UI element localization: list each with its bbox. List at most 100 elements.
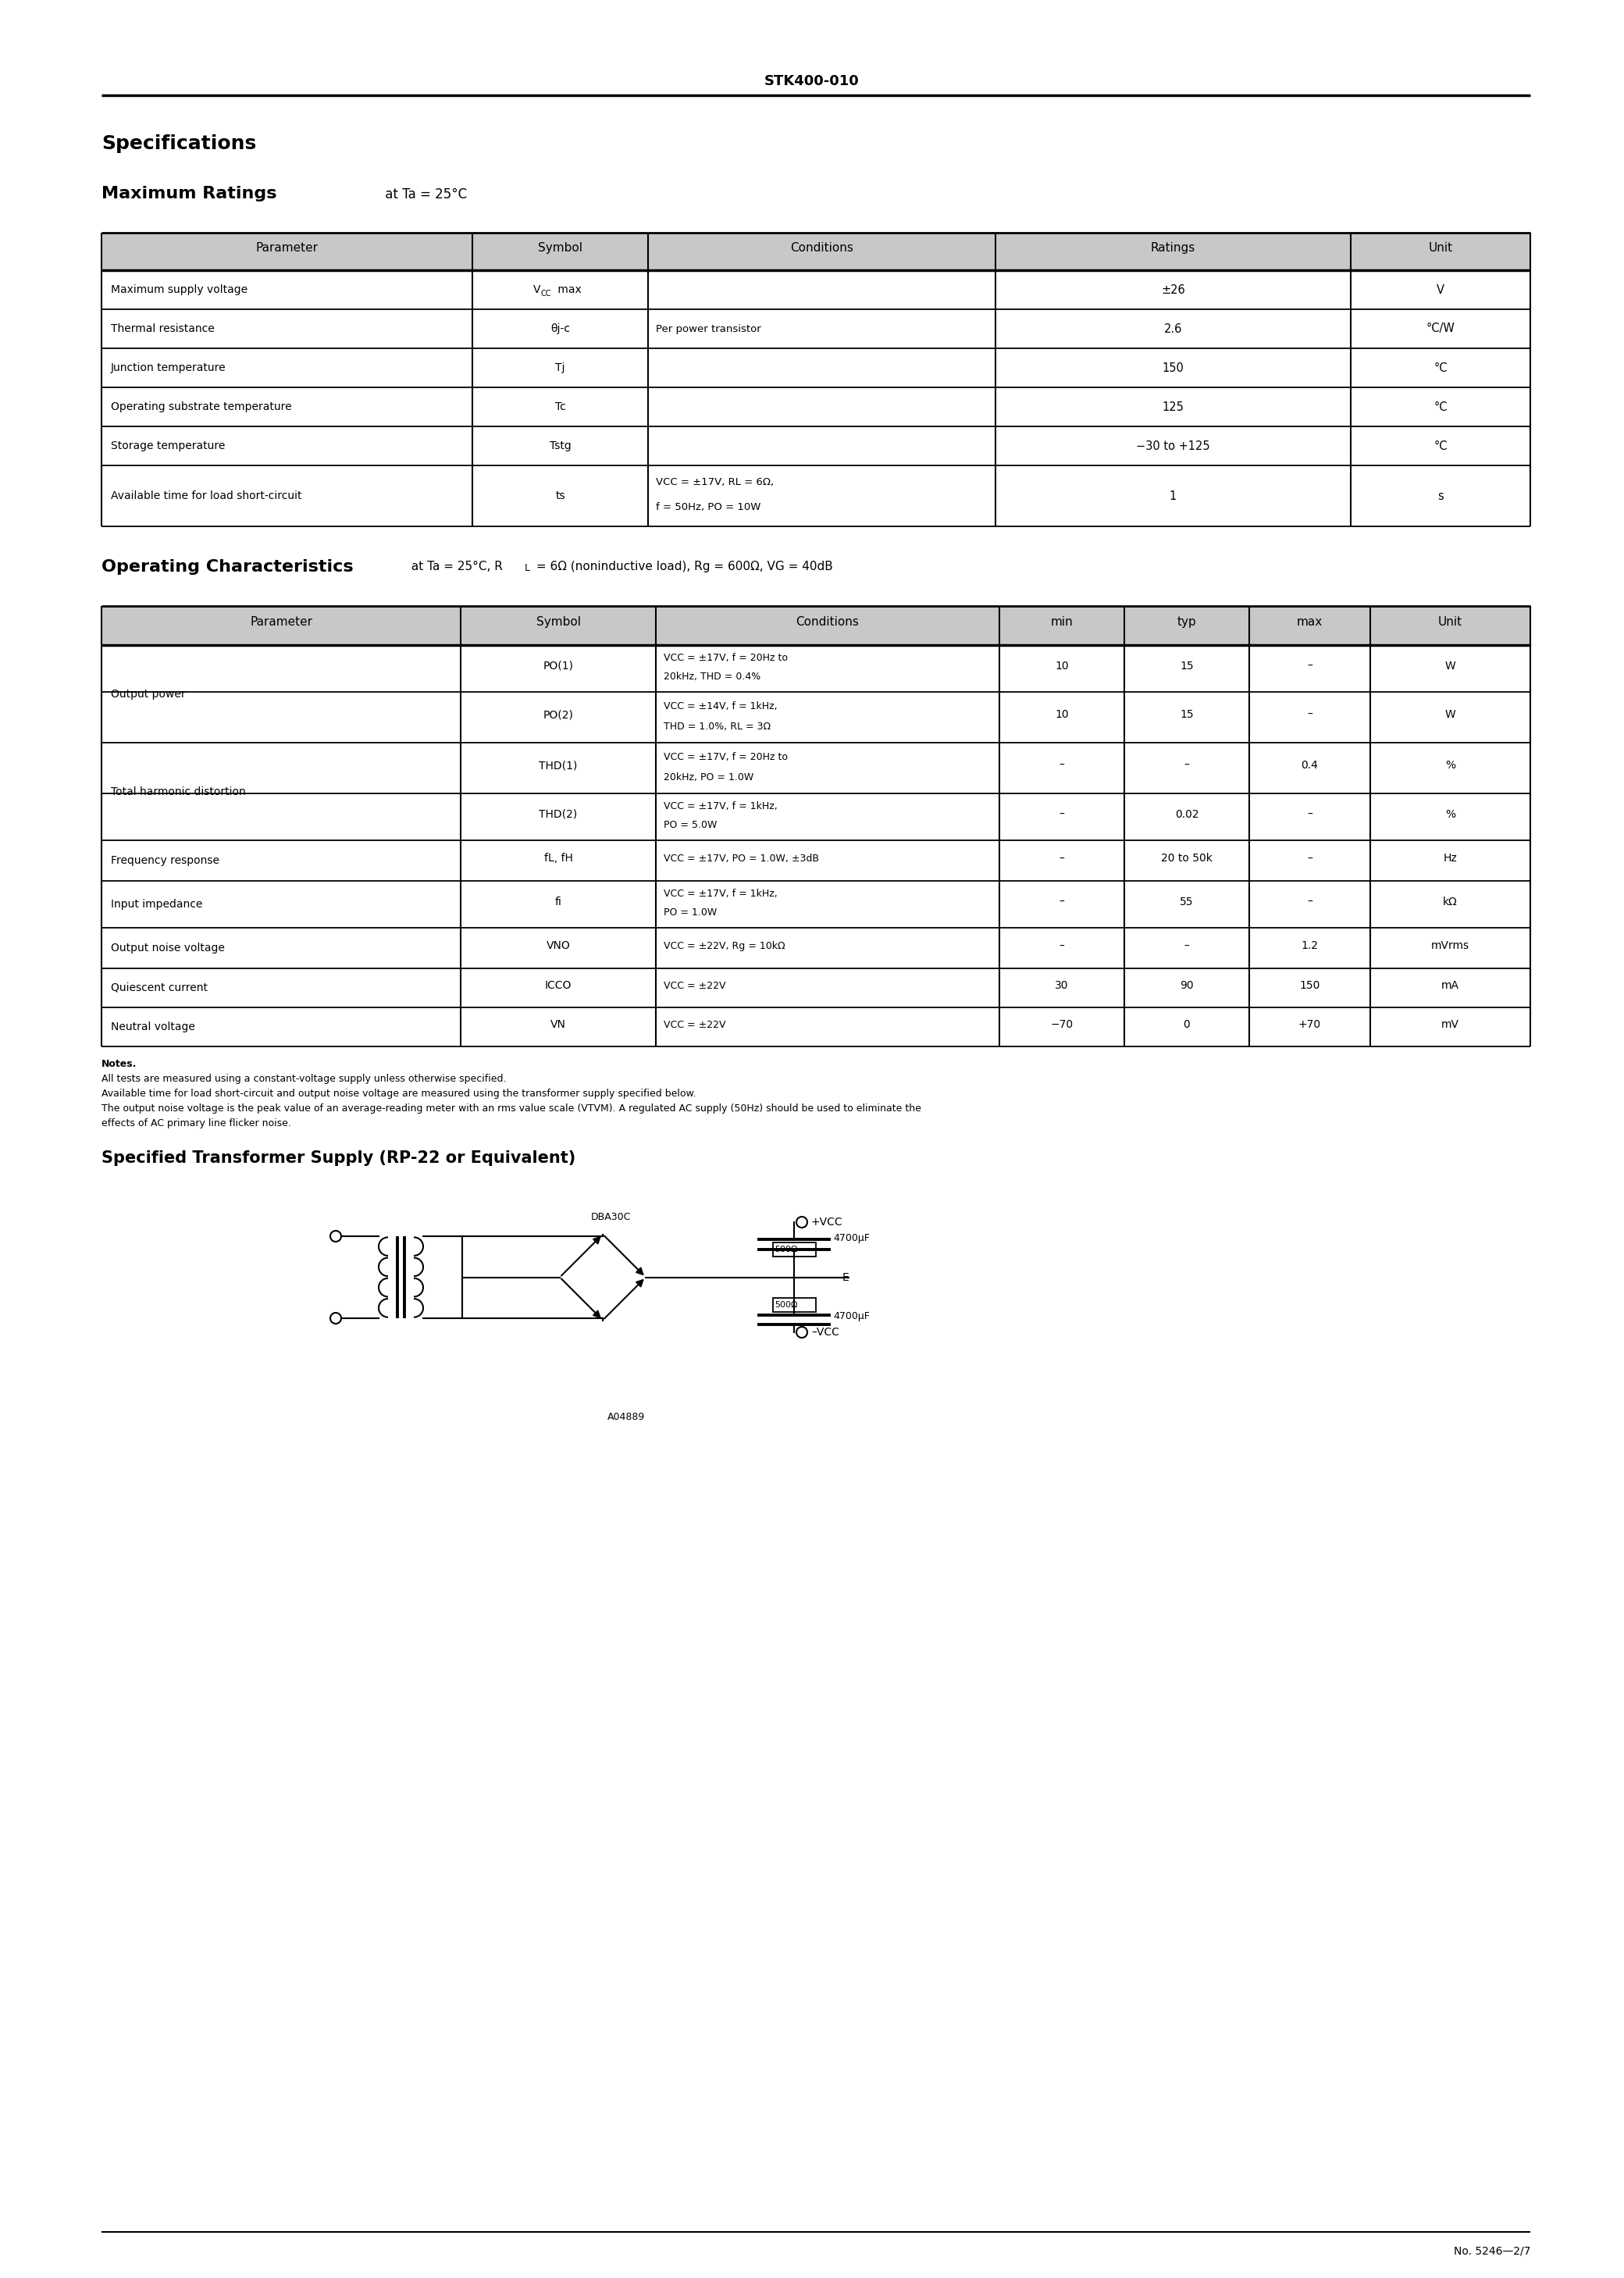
Text: −30 to +125: −30 to +125 bbox=[1137, 440, 1210, 451]
Text: °C/W: °C/W bbox=[1426, 323, 1455, 335]
Text: at Ta = 25°C: at Ta = 25°C bbox=[382, 187, 468, 200]
Bar bbox=[773, 1244, 815, 1257]
Text: ts: ts bbox=[555, 490, 565, 501]
Text: DBA30C: DBA30C bbox=[591, 1212, 632, 1223]
Text: fL, fH: fL, fH bbox=[544, 852, 573, 863]
Text: Neutral voltage: Neutral voltage bbox=[110, 1021, 195, 1032]
Text: Hz: Hz bbox=[1444, 852, 1457, 863]
Text: 4700μF: 4700μF bbox=[833, 1312, 870, 1321]
Text: –: – bbox=[1059, 761, 1064, 770]
Text: PO = 5.0W: PO = 5.0W bbox=[664, 820, 718, 831]
Text: –: – bbox=[1184, 761, 1189, 770]
Text: –: – bbox=[1059, 852, 1064, 863]
Text: mA: mA bbox=[1442, 980, 1460, 991]
Text: 125: 125 bbox=[1163, 401, 1184, 412]
Text: typ: typ bbox=[1177, 615, 1197, 629]
Text: VCC = ±17V, f = 20Hz to: VCC = ±17V, f = 20Hz to bbox=[664, 752, 788, 761]
Text: PO(1): PO(1) bbox=[542, 661, 573, 672]
Text: 20 to 50k: 20 to 50k bbox=[1161, 852, 1213, 863]
Text: 1: 1 bbox=[1169, 490, 1177, 501]
Text: Storage temperature: Storage temperature bbox=[110, 440, 226, 451]
Text: CC: CC bbox=[541, 289, 551, 298]
Text: 10: 10 bbox=[1056, 708, 1069, 720]
Text: Tj: Tj bbox=[555, 362, 565, 374]
Text: Frequency response: Frequency response bbox=[110, 854, 219, 866]
Text: W: W bbox=[1445, 708, 1455, 720]
Text: at Ta = 25°C, R: at Ta = 25°C, R bbox=[408, 560, 503, 572]
Text: VCC = ±17V, f = 20Hz to: VCC = ±17V, f = 20Hz to bbox=[664, 654, 788, 663]
Text: VNO: VNO bbox=[546, 941, 570, 952]
Text: Output noise voltage: Output noise voltage bbox=[110, 943, 224, 954]
Text: Ratings: Ratings bbox=[1151, 241, 1195, 253]
Bar bbox=[773, 1298, 815, 1312]
Text: VCC = ±17V, f = 1kHz,: VCC = ±17V, f = 1kHz, bbox=[664, 802, 778, 811]
Text: 150: 150 bbox=[1299, 980, 1320, 991]
Bar bbox=[773, 1298, 815, 1312]
Text: 0.4: 0.4 bbox=[1301, 761, 1319, 770]
Text: Symbol: Symbol bbox=[536, 615, 580, 629]
Text: Unit: Unit bbox=[1439, 615, 1463, 629]
Text: Per power transistor: Per power transistor bbox=[656, 323, 762, 335]
Text: VCC = ±22V: VCC = ±22V bbox=[664, 1021, 726, 1030]
Text: kΩ: kΩ bbox=[1444, 898, 1458, 907]
Text: –: – bbox=[1059, 809, 1064, 820]
Text: THD(1): THD(1) bbox=[539, 761, 578, 770]
Text: ICCO: ICCO bbox=[544, 980, 572, 991]
Text: mVrms: mVrms bbox=[1431, 941, 1470, 952]
Text: 0: 0 bbox=[1184, 1021, 1190, 1030]
Text: Maximum Ratings: Maximum Ratings bbox=[101, 187, 276, 200]
Text: 150: 150 bbox=[1163, 362, 1184, 374]
Text: L: L bbox=[525, 563, 529, 574]
Bar bbox=[773, 1244, 815, 1257]
Text: 1.2: 1.2 bbox=[1301, 941, 1319, 952]
Text: Symbol: Symbol bbox=[538, 241, 583, 253]
Text: Specifications: Specifications bbox=[101, 134, 257, 153]
Text: s: s bbox=[1437, 490, 1444, 501]
Text: 20kHz, PO = 1.0W: 20kHz, PO = 1.0W bbox=[664, 772, 754, 781]
Text: –: – bbox=[1059, 941, 1064, 952]
Text: –: – bbox=[1307, 708, 1312, 720]
Text: VCC = ±17V, PO = 1.0W, ±3dB: VCC = ±17V, PO = 1.0W, ±3dB bbox=[664, 854, 818, 863]
Text: THD = 1.0%, RL = 3Ω: THD = 1.0%, RL = 3Ω bbox=[664, 722, 771, 731]
Text: θj-c: θj-c bbox=[551, 323, 570, 335]
Text: All tests are measured using a constant-voltage supply unless otherwise specifie: All tests are measured using a constant-… bbox=[101, 1073, 507, 1084]
Text: –: – bbox=[1307, 809, 1312, 820]
Text: VN: VN bbox=[551, 1021, 567, 1030]
Text: 15: 15 bbox=[1181, 708, 1194, 720]
Text: 0.02: 0.02 bbox=[1174, 809, 1199, 820]
Text: Tstg: Tstg bbox=[549, 440, 572, 451]
Text: –: – bbox=[1184, 941, 1189, 952]
Text: Junction temperature: Junction temperature bbox=[110, 362, 226, 374]
Text: Parameter: Parameter bbox=[255, 241, 318, 253]
Text: 15: 15 bbox=[1181, 661, 1194, 672]
Text: %: % bbox=[1445, 761, 1455, 770]
Text: mV: mV bbox=[1442, 1021, 1460, 1030]
Text: 20kHz, THD = 0.4%: 20kHz, THD = 0.4% bbox=[664, 672, 760, 681]
Text: VCC = ±17V, f = 1kHz,: VCC = ±17V, f = 1kHz, bbox=[664, 888, 778, 900]
Text: –: – bbox=[1307, 661, 1312, 672]
Text: = 6Ω (noninductive load), Rg = 600Ω, VG = 40dB: = 6Ω (noninductive load), Rg = 600Ω, VG … bbox=[533, 560, 833, 572]
Text: Conditions: Conditions bbox=[791, 241, 853, 253]
Text: THD(2): THD(2) bbox=[539, 809, 578, 820]
Text: °C: °C bbox=[1434, 362, 1447, 374]
Text: 2.6: 2.6 bbox=[1164, 323, 1182, 335]
Text: 500Ω: 500Ω bbox=[775, 1246, 797, 1253]
Text: E: E bbox=[843, 1271, 849, 1283]
Text: Available time for load short-circuit: Available time for load short-circuit bbox=[110, 490, 302, 501]
Text: fi: fi bbox=[555, 898, 562, 907]
Text: V: V bbox=[1437, 285, 1444, 296]
Text: −70: −70 bbox=[1051, 1021, 1073, 1030]
Text: –: – bbox=[1059, 898, 1064, 907]
Text: VCC = ±22V, Rg = 10kΩ: VCC = ±22V, Rg = 10kΩ bbox=[664, 941, 784, 952]
Text: effects of AC primary line flicker noise.: effects of AC primary line flicker noise… bbox=[101, 1118, 291, 1128]
Text: W: W bbox=[1445, 661, 1455, 672]
Text: 10: 10 bbox=[1056, 661, 1069, 672]
Text: 30: 30 bbox=[1056, 980, 1069, 991]
Text: ±26: ±26 bbox=[1161, 285, 1186, 296]
Text: VCC = ±14V, f = 1kHz,: VCC = ±14V, f = 1kHz, bbox=[664, 702, 778, 711]
Text: Output power: Output power bbox=[110, 688, 185, 699]
Text: Available time for load short-circuit and output noise voltage are measured usin: Available time for load short-circuit an… bbox=[101, 1089, 697, 1098]
Text: A04889: A04889 bbox=[607, 1412, 645, 1421]
Text: %: % bbox=[1445, 809, 1455, 820]
Text: Parameter: Parameter bbox=[250, 615, 312, 629]
